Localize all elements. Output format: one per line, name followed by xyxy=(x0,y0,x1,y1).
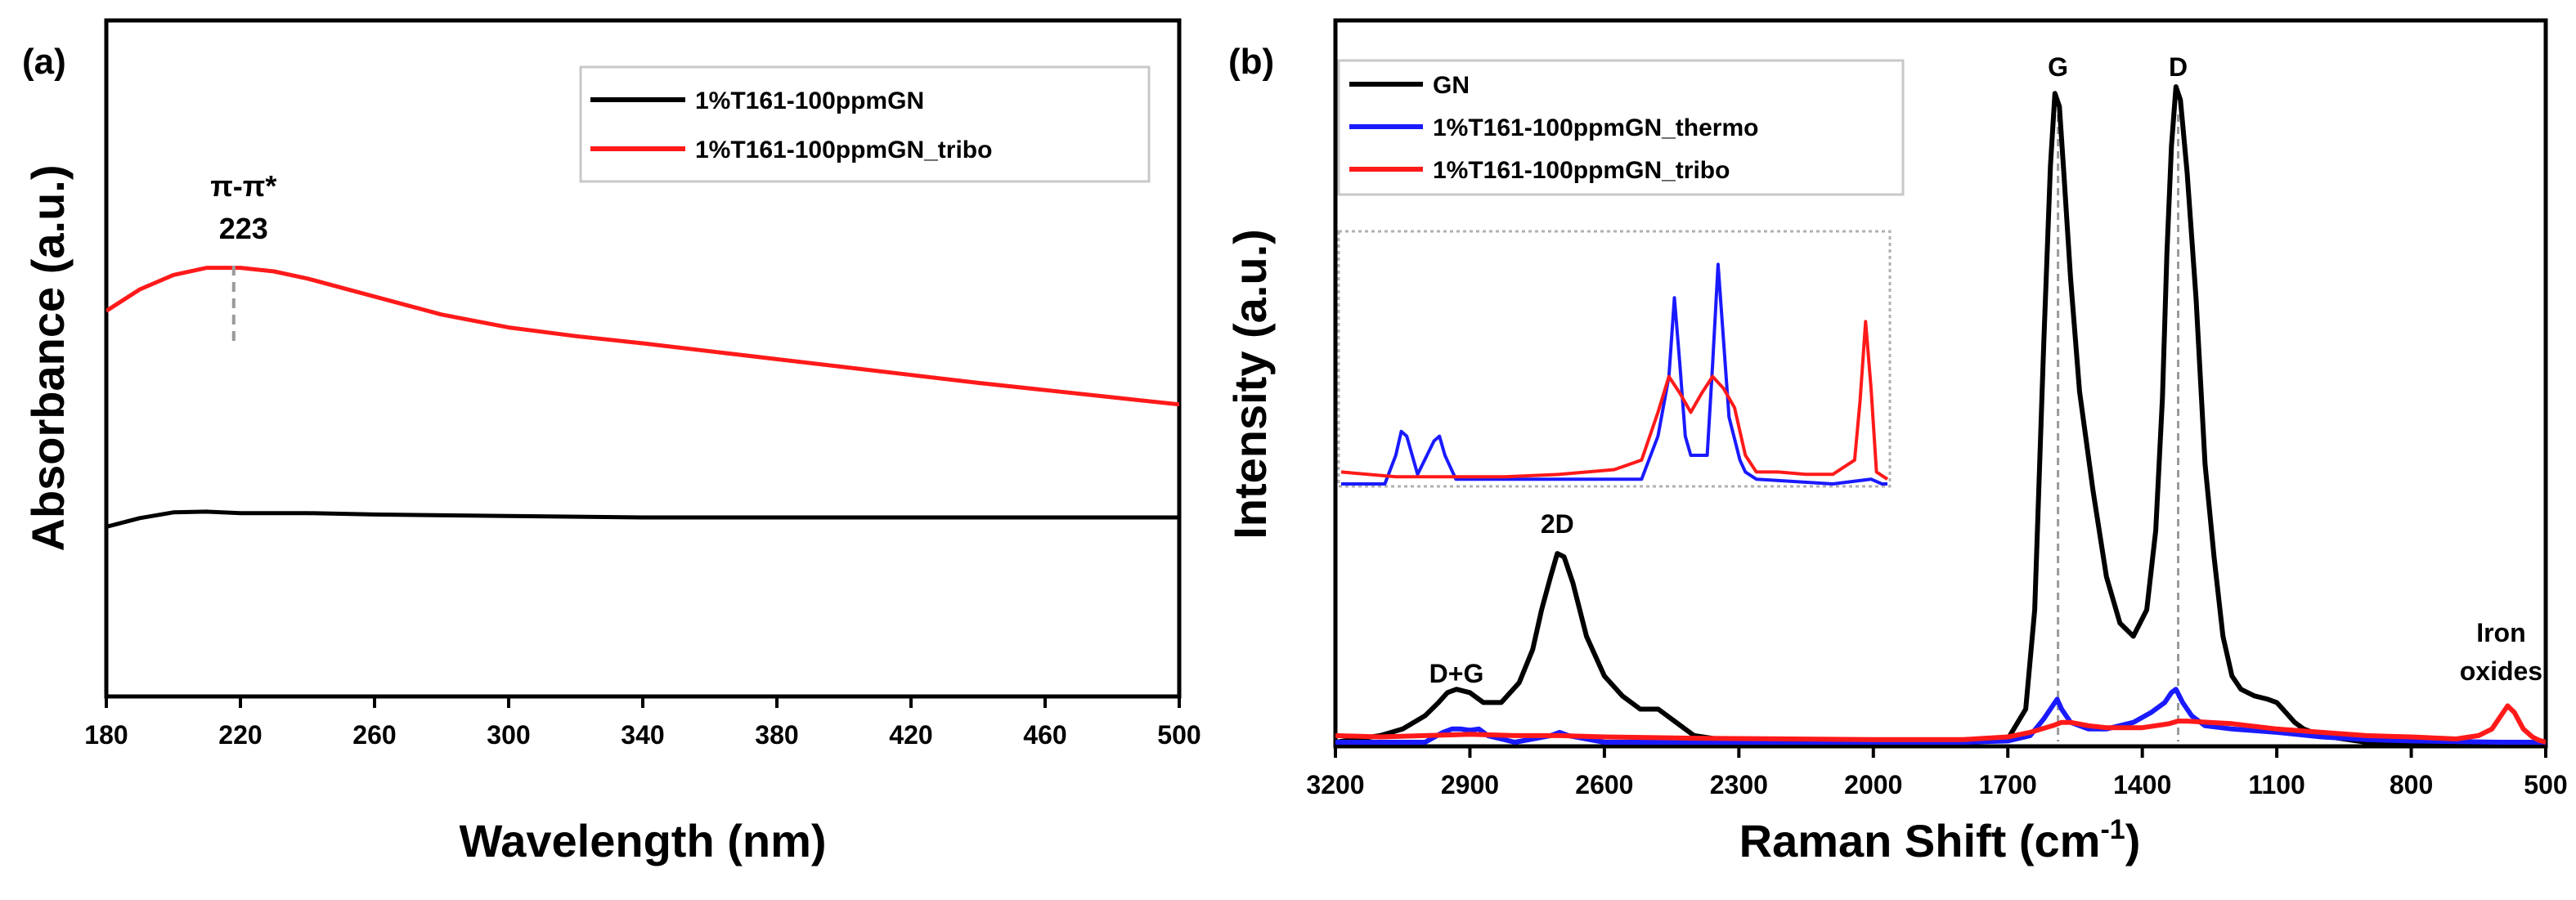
x-b-tick-label-1700: 1700 xyxy=(1979,770,2037,799)
inset-frame xyxy=(1337,230,1892,488)
legend-b: GN 1%T161-100ppmGN_thermo 1%T161-100ppmG… xyxy=(1337,59,1905,196)
panel-a: (a) 180 220 260 300 340 380 420 460 500 π-π* 223… xyxy=(22,18,1201,866)
d-plus-g-peak-label: D+G xyxy=(1429,659,1484,688)
legend-a-frame xyxy=(579,65,1151,183)
iron-oxides-label-line2: oxides xyxy=(2460,656,2542,686)
legend-b-frame xyxy=(1337,59,1905,196)
x-a-tick-label-380: 380 xyxy=(755,720,798,750)
series-lines-b xyxy=(1335,84,2546,745)
x-b-tick-label-500: 500 xyxy=(2524,770,2567,799)
x-a-tick-label-500: 500 xyxy=(1157,720,1200,750)
x-b-tick-label-800: 800 xyxy=(2390,770,2433,799)
legend-a-label-2: 1%T161-100ppmGN_tribo xyxy=(695,137,992,163)
series-line-1-t161-100ppmgn-tribo xyxy=(106,266,1179,407)
x-a-tick-label-300: 300 xyxy=(487,720,530,750)
x-ticks-b: 3200 2900 2600 2300 2000 1700 1400 1100 800 500 xyxy=(1306,746,2568,799)
pi-pi-annotation: π-π* xyxy=(210,169,276,203)
inset-plot xyxy=(1337,230,1892,488)
iron-oxides-label-line1: Iron xyxy=(2476,618,2525,647)
y-axis-title-a: Absorbance (a.u.) xyxy=(22,165,74,552)
legend-a: 1%T161-100ppmGN 1%T161-100ppmGN_tribo xyxy=(579,65,1151,183)
legend-b-label-1: GN xyxy=(1433,72,1470,99)
series-line-1-t161-100ppmgn-tribo xyxy=(1335,703,2546,745)
x-b-tick-label-2000: 2000 xyxy=(1844,770,1902,799)
series-line-gn xyxy=(1335,84,2546,745)
x-b-tick-label-2600: 2600 xyxy=(1575,770,1633,799)
g-peak-label: G xyxy=(2048,52,2068,82)
x-ticks-a: 180 220 260 300 340 380 420 460 500 xyxy=(84,696,1201,750)
legend-b-label-2: 1%T161-100ppmGN_thermo xyxy=(1433,114,1758,141)
x-axis-title-b: Raman Shift (cm-1) xyxy=(1739,814,2141,866)
inset-line-1-t161-100ppmgn-tribo xyxy=(1340,320,1889,481)
panel-b: (b) 3200 2900 2600 2300 2000 1700 1400 1100 800 5… xyxy=(1224,18,2568,866)
inset-line-1-t161-100ppmgn-thermo xyxy=(1341,262,1887,486)
legend-a-label-1: 1%T161-100ppmGN xyxy=(695,87,924,114)
x-a-tick-label-260: 260 xyxy=(352,720,396,750)
inset-series-lines xyxy=(1340,262,1889,486)
x-axis-title-a: Wavelength (nm) xyxy=(459,815,826,866)
x-b-tick-label-2300: 2300 xyxy=(1710,770,1768,799)
x-b-tick-label-3200: 3200 xyxy=(1306,770,1364,799)
plot-b-frame xyxy=(1333,18,2548,749)
x-a-tick-label-420: 420 xyxy=(889,720,932,750)
y-axis-title-b: Intensity (a.u.) xyxy=(1224,229,1276,540)
x-a-tick-label-180: 180 xyxy=(84,720,128,750)
legend-b-label-3: 1%T161-100ppmGN_tribo xyxy=(1433,157,1730,184)
x-a-tick-label-220: 220 xyxy=(218,720,262,750)
d-peak-label: D xyxy=(2169,52,2188,82)
series-line-1-t161-100ppmgn xyxy=(106,509,1179,529)
series-lines-a xyxy=(106,266,1179,529)
x-a-tick-label-340: 340 xyxy=(621,720,664,750)
x-b-tick-label-2900: 2900 xyxy=(1441,770,1499,799)
x-a-tick-label-460: 460 xyxy=(1023,720,1066,750)
x-b-tick-label-1100: 1100 xyxy=(2248,770,2304,799)
panel-b-label: (b) xyxy=(1228,42,1274,82)
2d-peak-label: 2D xyxy=(1541,509,1574,539)
panel-a-label: (a) xyxy=(22,42,66,82)
pi-pi-peak-value: 223 xyxy=(219,212,268,245)
x-b-tick-label-1400: 1400 xyxy=(2113,770,2171,799)
